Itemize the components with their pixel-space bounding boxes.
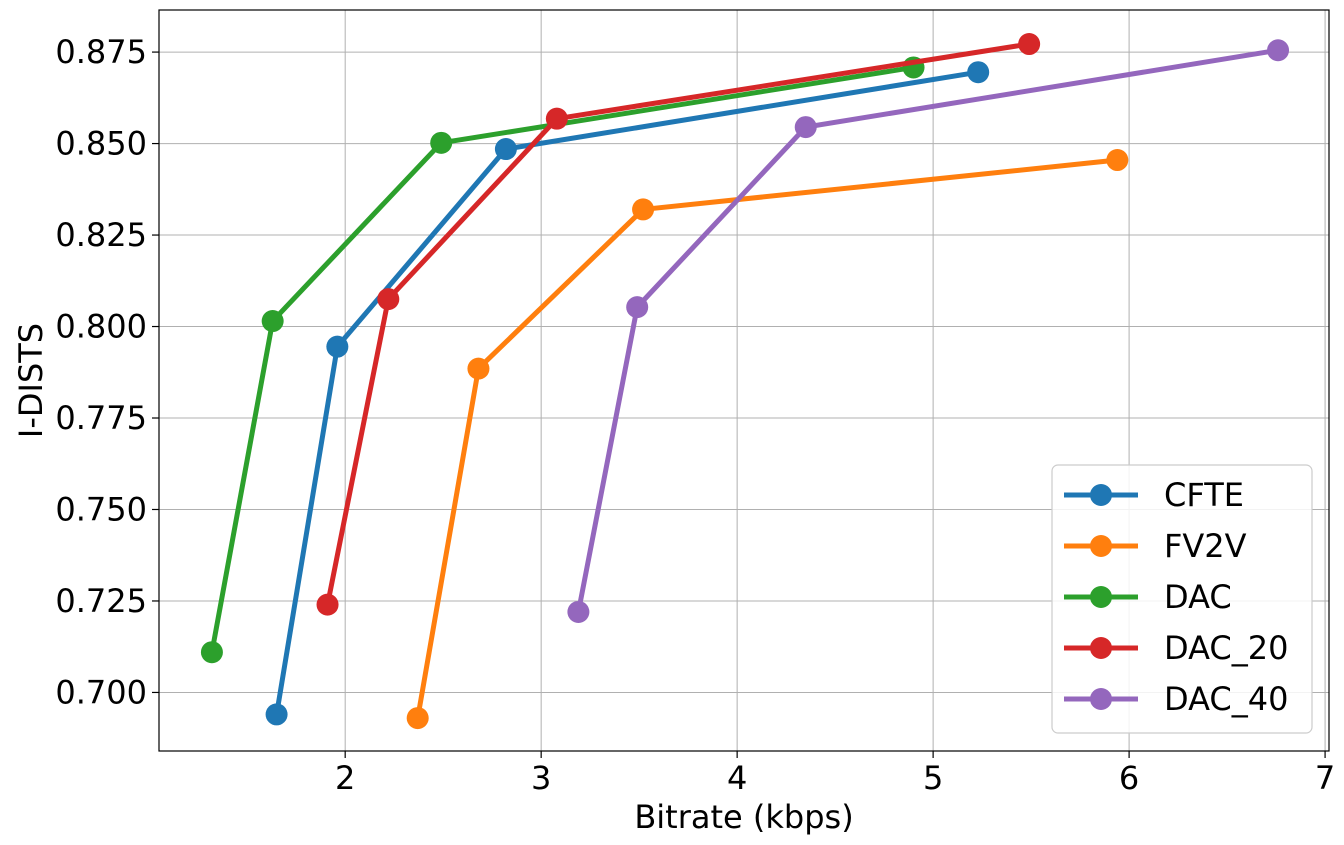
legend-label: DAC <box>1164 578 1232 616</box>
legend-label: DAC_20 <box>1164 629 1288 667</box>
data-point <box>406 707 429 730</box>
data-point <box>377 288 400 311</box>
data-point <box>1106 149 1129 172</box>
y-tick-label: 0.750 <box>55 490 147 528</box>
legend-box <box>1051 464 1313 734</box>
data-point <box>545 107 568 130</box>
data-point <box>494 138 517 161</box>
y-tick-label: 0.825 <box>55 216 147 254</box>
legend-label: DAC_40 <box>1164 680 1288 718</box>
x-tick-label: 5 <box>923 759 943 797</box>
legend-item[interactable]: CFTE <box>1064 476 1244 514</box>
series-layer <box>200 33 1290 730</box>
data-point <box>265 703 288 726</box>
series-line <box>274 69 981 717</box>
x-tick-label: 3 <box>531 759 551 797</box>
x-tick-label: 7 <box>1315 759 1335 797</box>
series-fv2v <box>406 149 1129 730</box>
legend-item[interactable]: FV2V <box>1064 527 1247 565</box>
data-point <box>967 61 990 84</box>
y-tick-label: 0.875 <box>55 33 147 71</box>
x-axis-title: Bitrate (kbps) <box>634 798 853 836</box>
data-point <box>316 593 339 616</box>
x-tick-label: 6 <box>1119 759 1139 797</box>
y-tick-label: 0.800 <box>55 308 147 346</box>
data-point <box>200 641 223 664</box>
y-tick-label: 0.850 <box>55 125 147 163</box>
legend[interactable]: CFTE FV2V DAC DAC_20 DAC_40 <box>1051 464 1313 734</box>
axis-ticks: 2 3 4 5 6 7 0.700 0.725 0.750 0.775 0.800 0.825 0.85… <box>55 33 1335 797</box>
series-dac <box>200 56 925 664</box>
data-point <box>567 600 590 623</box>
data-point <box>632 198 655 221</box>
legend-label: FV2V <box>1164 527 1247 565</box>
series-dac-20 <box>316 33 1041 616</box>
data-point <box>1267 39 1290 62</box>
data-point <box>326 335 349 358</box>
series-line <box>415 157 1120 721</box>
plot-frame <box>158 9 1330 752</box>
legend-label: CFTE <box>1164 476 1244 514</box>
legend-marker <box>1090 535 1112 557</box>
series-line <box>209 64 917 655</box>
data-point <box>794 116 817 139</box>
y-tick-label: 0.775 <box>55 399 147 437</box>
y-tick-label: 0.700 <box>55 673 147 711</box>
series-cfte <box>265 61 990 726</box>
x-tick-label: 4 <box>727 759 747 797</box>
legend-item[interactable]: DAC_40 <box>1064 680 1288 718</box>
data-point <box>430 131 453 154</box>
legend-marker <box>1090 484 1112 506</box>
series-line <box>325 41 1032 608</box>
legend-marker <box>1090 637 1112 659</box>
data-point <box>467 357 490 380</box>
legend-marker <box>1090 586 1112 608</box>
y-tick-label: 0.725 <box>55 582 147 620</box>
data-point <box>626 296 649 319</box>
data-point <box>261 310 284 333</box>
series-line <box>575 47 1281 615</box>
legend-item[interactable]: DAC_20 <box>1064 629 1288 667</box>
x-tick-label: 2 <box>335 759 355 797</box>
legend-marker <box>1090 688 1112 710</box>
y-axis-title: I-DISTS <box>12 323 50 438</box>
data-point <box>1018 33 1041 56</box>
legend-item[interactable]: DAC <box>1064 578 1232 616</box>
series-dac-40 <box>567 39 1290 623</box>
